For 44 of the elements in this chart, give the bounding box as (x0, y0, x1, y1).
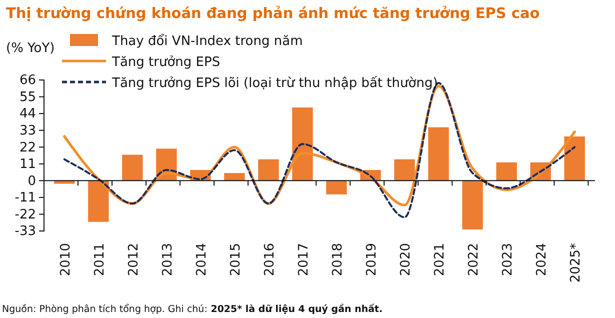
bar (88, 180, 109, 222)
legend-label: Tăng trưởng EPS (111, 55, 220, 70)
text: 2025* là dữ liệu 4 quý gần nhất. (207, 303, 383, 315)
x-tick-label: 2014 (194, 243, 210, 276)
x-tick-label: 2015 (228, 243, 244, 276)
y-tick-label: 22 (19, 140, 36, 156)
bar (564, 136, 585, 181)
y-tick-label: 66 (19, 73, 36, 88)
bar (258, 159, 279, 181)
y-tick-label: -11 (14, 190, 36, 206)
bar (224, 173, 245, 181)
y-tick-label: 55 (19, 90, 36, 105)
bar (292, 107, 313, 181)
x-tick-label: 2025* (568, 242, 584, 283)
y-tick-label: -22 (14, 207, 36, 222)
x-tick-label: 2016 (262, 243, 278, 276)
legend-label: Thay đổi VN-Index trong năm (111, 33, 303, 49)
y-tick-label: 11 (19, 157, 36, 172)
bar (122, 154, 143, 181)
text: Nguồn: Phòng phân tích tổng hợp. Ghi chú: (2, 303, 208, 315)
bar (462, 180, 483, 230)
x-tick-label: 2023 (500, 243, 516, 276)
x-tick-label: 2020 (398, 243, 414, 276)
x-tick-label: 2010 (58, 243, 74, 276)
x-tick-label: 2011 (92, 243, 108, 276)
legend-label: Tăng trưởng EPS lõi (loại trừ thu nhập bất thường) (111, 76, 438, 91)
chart-title: Thị trường chứng khoán đang phản ánh mức tăng trưởng EPS cao (6, 5, 540, 22)
y-tick-label: 33 (19, 123, 36, 138)
y-axis-title: (% YoY) (6, 41, 55, 56)
bar (326, 180, 347, 194)
x-tick-label: 2024 (534, 243, 550, 276)
bar (394, 159, 415, 181)
x-tick-label: 2018 (330, 243, 346, 276)
y-tick-label: 44 (19, 106, 36, 122)
bar (496, 162, 517, 181)
x-tick-label: 2017 (296, 243, 312, 276)
x-tick-label: 2019 (364, 243, 380, 276)
y-tick-label: 0 (28, 174, 36, 189)
y-tick-label: -33 (14, 224, 36, 240)
bar (428, 127, 449, 181)
x-tick-label: 2013 (160, 243, 176, 276)
x-tick-label: 2022 (466, 243, 482, 276)
x-tick-label: 2021 (432, 243, 448, 276)
x-tick-label: 2012 (126, 243, 142, 276)
